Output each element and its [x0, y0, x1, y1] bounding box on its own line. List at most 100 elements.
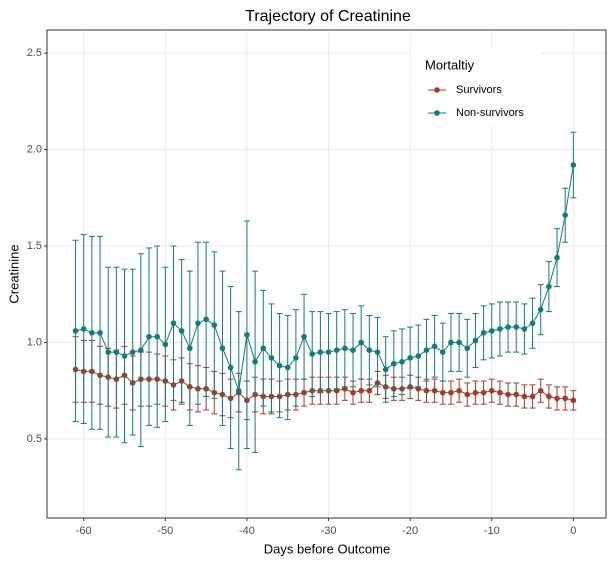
data-point	[464, 391, 471, 398]
data-point	[488, 328, 495, 334]
data-point	[252, 358, 258, 365]
data-point	[325, 349, 332, 355]
data-point	[439, 389, 446, 396]
data-point	[505, 391, 511, 398]
y-tick-label: 2.0	[27, 143, 42, 155]
data-point	[537, 387, 544, 394]
plot-border	[46, 29, 607, 519]
data-point	[138, 347, 144, 353]
x-tick-label: -40	[239, 525, 255, 537]
data-point	[513, 324, 520, 330]
data-point	[382, 366, 389, 373]
data-point	[211, 322, 218, 328]
data-point	[89, 330, 95, 336]
x-tick-label: -10	[484, 525, 500, 537]
x-tick-label: -30	[321, 525, 337, 537]
data-point	[113, 349, 120, 355]
data-point	[317, 349, 324, 355]
data-point	[562, 395, 568, 402]
data-point	[260, 345, 267, 352]
data-point	[537, 306, 544, 313]
data-point	[72, 328, 79, 334]
data-point	[358, 387, 364, 394]
data-point	[431, 387, 438, 394]
data-point	[366, 387, 373, 394]
legend-label: Survivors	[456, 84, 502, 96]
data-point	[505, 324, 511, 330]
data-point	[358, 339, 364, 346]
data-point	[407, 355, 413, 361]
y-tick-label: 0.5	[27, 433, 42, 445]
y-axis-label: Creatinine	[6, 244, 21, 303]
data-point	[480, 389, 487, 396]
chart-title: Trajectory of Creatinine	[245, 8, 411, 25]
data-point	[456, 339, 462, 346]
data-point	[146, 333, 152, 340]
data-point	[227, 364, 234, 371]
data-point	[219, 345, 226, 352]
data-point	[546, 393, 552, 400]
data-point	[268, 355, 275, 361]
data-point	[162, 341, 169, 348]
data-point	[415, 353, 422, 359]
x-tick-label: -20	[402, 525, 418, 537]
data-point	[521, 326, 528, 332]
data-point	[480, 330, 487, 336]
data-point	[488, 387, 495, 394]
legend-label: Non-survivors	[456, 107, 524, 119]
data-point	[333, 347, 340, 353]
data-point	[513, 391, 520, 398]
data-point	[448, 389, 454, 396]
data-point	[570, 397, 577, 404]
series-line	[75, 368, 574, 401]
legend-key-point	[434, 87, 440, 93]
data-point	[415, 385, 422, 392]
data-point	[562, 212, 568, 218]
data-point	[309, 351, 316, 357]
data-point	[456, 387, 462, 394]
series-line	[75, 164, 574, 391]
y-tick-label: 1.5	[27, 240, 42, 252]
data-point	[521, 393, 528, 400]
legend-key-point	[434, 110, 440, 116]
data-point	[431, 343, 438, 350]
data-point	[399, 358, 405, 365]
data-point	[203, 316, 209, 323]
data-point	[554, 395, 560, 402]
data-point	[570, 162, 577, 168]
legend-title: Mortaltiy	[425, 57, 475, 72]
data-point	[121, 353, 128, 359]
data-point	[333, 387, 340, 394]
data-point	[497, 326, 503, 332]
data-point	[80, 326, 87, 332]
x-axis-label: Days before Outcome	[264, 541, 390, 556]
data-point	[105, 349, 112, 355]
data-point	[187, 345, 193, 352]
data-point	[170, 320, 177, 326]
data-point	[497, 389, 503, 396]
x-tick-label: -50	[157, 525, 173, 537]
data-point	[464, 345, 471, 352]
data-point	[350, 389, 356, 396]
data-point	[472, 389, 479, 396]
data-point	[366, 347, 373, 353]
x-tick-label: 0	[570, 525, 576, 537]
data-point	[391, 360, 397, 367]
data-point	[235, 387, 242, 394]
data-point	[374, 349, 381, 355]
data-point	[284, 364, 291, 371]
data-point	[554, 254, 560, 261]
data-point	[244, 331, 250, 338]
data-point	[439, 349, 446, 355]
x-tick-label: -60	[76, 525, 92, 537]
data-point	[178, 328, 185, 334]
y-tick-label: 1.0	[27, 336, 42, 348]
data-point	[423, 387, 430, 394]
data-point	[195, 320, 201, 326]
data-point	[342, 385, 348, 392]
data-point	[529, 320, 536, 326]
data-point	[448, 339, 454, 346]
data-point	[301, 333, 307, 340]
data-point	[546, 283, 552, 290]
